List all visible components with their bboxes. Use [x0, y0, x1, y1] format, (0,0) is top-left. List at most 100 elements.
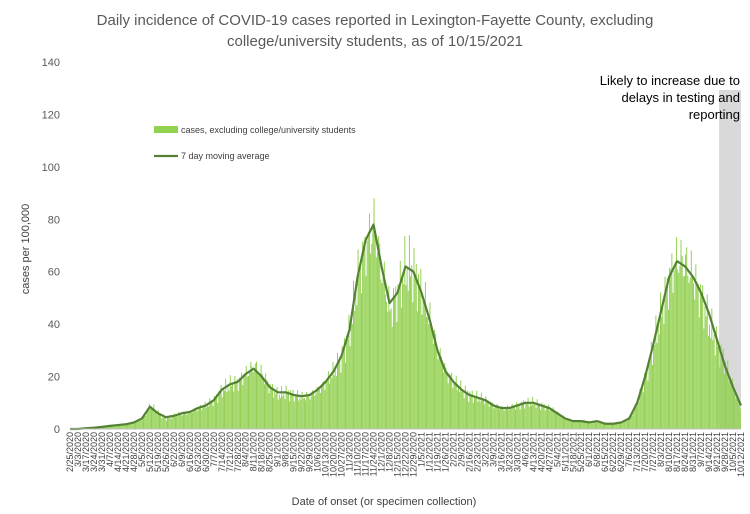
case-bar — [574, 420, 576, 429]
reporting-delay-annotation: Likely to increase due to delays in test… — [600, 73, 740, 122]
case-bar — [125, 424, 127, 429]
case-bar — [396, 322, 398, 429]
case-bar — [516, 402, 518, 429]
case-bar — [346, 335, 348, 429]
case-bar — [666, 277, 668, 429]
case-bar — [271, 384, 273, 429]
case-bar — [528, 406, 530, 429]
case-bar — [501, 405, 503, 429]
case-bar — [238, 377, 240, 429]
case-bar — [733, 391, 734, 429]
case-bar — [446, 371, 448, 429]
case-bar — [658, 334, 660, 429]
case-bar — [592, 420, 594, 429]
case-bar — [463, 398, 465, 429]
case-bar — [672, 292, 674, 429]
case-bar — [152, 409, 154, 429]
case-bar — [691, 275, 693, 429]
case-bar — [560, 416, 562, 429]
case-bar — [171, 416, 173, 429]
case-bar — [275, 393, 277, 429]
case-bar — [523, 400, 525, 429]
case-bar — [349, 346, 351, 429]
case-bar — [625, 420, 627, 429]
case-bar — [729, 379, 731, 429]
case-bar — [543, 403, 545, 429]
case-bar — [462, 389, 464, 429]
case-bar — [694, 299, 696, 429]
case-bar — [403, 284, 405, 429]
case-bar — [444, 362, 446, 429]
x-tick-label: 1/5/2021 — [416, 432, 426, 467]
case-bar — [646, 367, 648, 429]
case-bar — [613, 423, 615, 429]
case-bar — [192, 412, 194, 429]
case-bar — [400, 307, 402, 429]
case-bar — [257, 372, 259, 429]
case-bar — [680, 239, 682, 429]
case-bar — [262, 378, 264, 429]
case-bar — [669, 267, 671, 429]
case-bar — [364, 236, 366, 429]
case-bar — [214, 398, 216, 429]
case-bar — [251, 366, 253, 429]
x-tick-label: 3/30/2021 — [512, 432, 522, 472]
case-bar — [517, 405, 519, 429]
case-bar — [371, 243, 373, 429]
case-bar — [317, 386, 319, 429]
case-bar — [492, 402, 494, 429]
case-bar — [701, 294, 703, 429]
case-bar — [521, 403, 523, 429]
case-bar — [665, 289, 667, 429]
case-bar — [644, 373, 645, 429]
case-bar — [508, 409, 510, 429]
case-bar — [487, 400, 489, 429]
case-bar — [306, 391, 308, 429]
x-tick-label: 5/4/2021 — [552, 432, 562, 467]
case-bar — [578, 419, 580, 429]
case-bar — [277, 399, 279, 429]
case-bar — [411, 265, 413, 429]
case-bar — [355, 292, 357, 429]
case-bar — [298, 400, 300, 429]
case-bar — [111, 425, 113, 429]
case-bar — [483, 399, 485, 429]
case-bar — [245, 365, 247, 429]
case-bar — [218, 391, 220, 429]
case-bar — [556, 413, 558, 429]
case-bar — [169, 415, 171, 429]
case-bar — [209, 398, 211, 429]
case-bar — [289, 401, 291, 429]
x-tick-label: 3/2/2021 — [480, 432, 490, 467]
case-bar — [709, 324, 711, 429]
case-bar — [624, 419, 626, 429]
case-bar — [363, 247, 365, 429]
case-bar — [112, 425, 114, 429]
x-tick-label: 3/31/2020 — [97, 432, 107, 472]
case-bar — [568, 419, 570, 429]
case-bar — [493, 408, 495, 429]
case-bar — [647, 380, 649, 429]
case-bar — [469, 391, 471, 429]
case-bar — [316, 387, 318, 429]
case-bar — [460, 380, 462, 429]
case-bar — [374, 232, 376, 429]
case-bar — [148, 403, 150, 429]
case-bar — [689, 277, 691, 429]
case-bar — [103, 426, 105, 429]
case-bar — [119, 425, 121, 429]
case-bar — [511, 403, 513, 429]
case-bar — [566, 419, 568, 429]
case-bar — [569, 420, 571, 429]
case-bar — [123, 424, 125, 429]
case-bar — [681, 255, 683, 429]
case-bar — [526, 403, 528, 429]
case-bar — [226, 392, 228, 429]
case-bar — [370, 253, 372, 429]
case-bar — [711, 308, 713, 429]
case-bar — [211, 401, 213, 429]
case-bar — [186, 414, 188, 429]
case-bar — [348, 314, 350, 429]
case-bar — [734, 393, 736, 429]
case-bar — [407, 290, 409, 429]
